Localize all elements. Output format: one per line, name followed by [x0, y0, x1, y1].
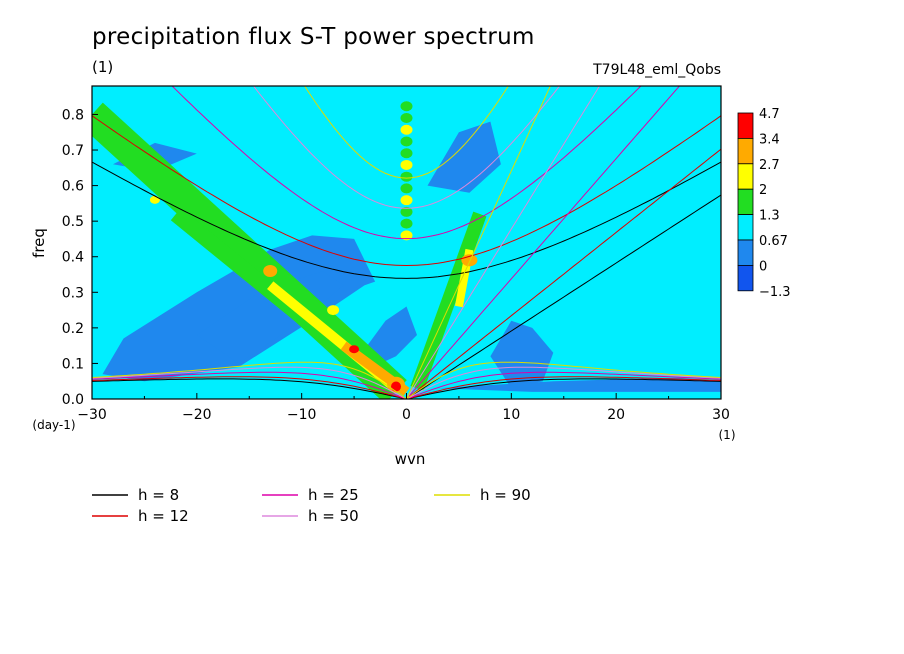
chart-title: precipitation flux S-T power spectrum [92, 24, 535, 50]
colorbar-swatch [737, 163, 754, 190]
units-label: (1) [92, 58, 114, 76]
y-units-label: (day-1) [32, 418, 75, 432]
y-tick-label: 0.3 [62, 285, 84, 301]
y-tick-label: 0.5 [62, 214, 84, 230]
peak-blob [263, 264, 278, 277]
colorbar-swatch [737, 239, 754, 266]
dispersion-curve [92, 115, 721, 267]
colorbar-swatch [737, 188, 754, 215]
colorbar-swatch [737, 214, 754, 241]
zonal-mean-blob [400, 218, 413, 229]
x-tick-label: −10 [287, 407, 317, 423]
x-tick-label: 0 [402, 407, 411, 423]
ridge-band [92, 102, 407, 399]
y-tick-label: 0.8 [62, 107, 84, 123]
x-tick-label: −30 [77, 407, 107, 423]
zonal-mean-blob [400, 101, 413, 112]
low-region [490, 320, 554, 389]
colorbar-swatch [737, 137, 754, 165]
dispersion-curve [171, 86, 642, 240]
colorbar-label: 4.7 [759, 107, 780, 122]
dispersion-curve [406, 148, 721, 399]
zonal-mean-blob [400, 148, 413, 159]
dispersion-curve [406, 86, 681, 399]
x-tick-label: 10 [502, 407, 520, 423]
dispersion-curve [92, 371, 721, 399]
plot-area [92, 86, 721, 399]
dispersion-curve [252, 86, 561, 209]
x-units-label: (1) [719, 428, 736, 442]
dispersion-curve [406, 86, 601, 399]
colorbar-label: 2.7 [759, 158, 780, 173]
y-tick-label: 0.0 [62, 392, 84, 408]
zonal-mean-blob [400, 124, 413, 135]
peak-blob [327, 305, 340, 316]
legend-label: h = 50 [308, 507, 359, 525]
colorbar-label: 2 [759, 183, 767, 198]
dispersion-curve [406, 194, 721, 399]
legend-label: h = 8 [138, 486, 179, 504]
dispersion-curve [92, 376, 721, 399]
zonal-mean-blob [400, 136, 413, 147]
colorbar-label: 1.3 [759, 209, 780, 224]
low-region [427, 121, 501, 193]
y-tick-label: 0.2 [62, 321, 84, 337]
zonal-mean-blob [400, 183, 413, 194]
y-tick-label: 0.6 [62, 179, 84, 195]
legend: h = 8 h = 12 h = 25 h = 50 h = 90 [92, 486, 531, 525]
legend-label: h = 12 [138, 507, 189, 525]
y-tick-label: 0.4 [62, 250, 84, 266]
peak-blob [149, 195, 160, 204]
dispersion-curve [92, 378, 721, 399]
colorbar-label: 0.67 [759, 234, 788, 249]
dispersion-curve [304, 86, 509, 179]
dispersion-curve [92, 161, 721, 279]
zonal-mean-blob [400, 206, 413, 217]
colorbar-label: 0 [759, 259, 767, 274]
zonal-mean-blob [400, 159, 413, 170]
colorbar-label: −1.3 [759, 285, 791, 300]
colorbar-swatch [737, 264, 754, 292]
dispersion-curve [406, 86, 551, 399]
run-label: T79L48_eml_Qobs [593, 62, 721, 78]
x-tick-label: −20 [182, 407, 212, 423]
peak-blob [391, 381, 402, 392]
dispersion-curve [92, 361, 721, 399]
x-tick-label: 30 [712, 407, 730, 423]
peak-blob [349, 345, 360, 354]
x-axis-label: wvn [395, 450, 426, 468]
zonal-mean-blob [400, 171, 413, 182]
zonal-mean-blob [400, 195, 413, 206]
zonal-mean-blob [400, 230, 413, 241]
legend-label: h = 90 [480, 486, 531, 504]
y-tick-label: 0.1 [62, 356, 84, 372]
y-tick-label: 0.7 [62, 143, 84, 159]
x-tick-label: 20 [607, 407, 625, 423]
dispersion-curve [92, 366, 721, 399]
zonal-mean-blob [400, 113, 413, 124]
y-axis-label: freq [30, 228, 48, 258]
colorbar-label: 3.4 [759, 132, 780, 147]
colorbar: 4.7 3.4 2.7 2 1.3 0.67 0 −1.3 [737, 107, 791, 300]
legend-label: h = 25 [308, 486, 359, 504]
low-region [438, 377, 721, 392]
colorbar-swatch [737, 112, 754, 139]
axes: −30 −20 −10 0 10 20 30 0.0 0.1 0.2 0.3 0.4 0.5 0.6 0.7… [62, 107, 730, 423]
